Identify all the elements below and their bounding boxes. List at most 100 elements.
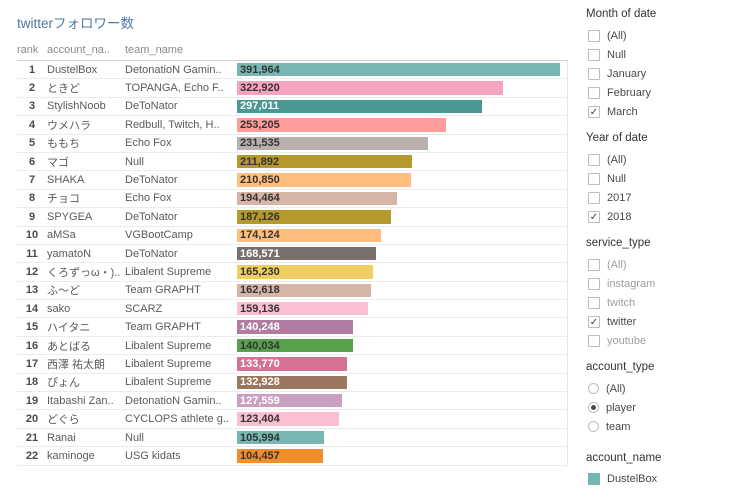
filter-option-twitch[interactable]: twitch [586, 293, 732, 312]
filter-option-all[interactable]: (All) [586, 379, 732, 398]
filter-option-player[interactable]: player [586, 398, 732, 417]
filter-option-2018[interactable]: ✓ 2018 [586, 207, 732, 226]
team-name-cell: DeToNator [125, 100, 178, 113]
table-row[interactable]: 13 ふ〜ど Team GRAPHT 162,618 [17, 281, 568, 301]
table-row[interactable]: 7 SHAKA DeToNator 210,850 [17, 171, 568, 190]
team-name-cell: Echo Fox [125, 137, 172, 150]
filter-option-youtube[interactable]: youtube [586, 331, 732, 350]
checkbox-icon[interactable] [588, 258, 600, 271]
table-row[interactable]: 16 あとばる Libalent Supreme 140,034 [17, 336, 568, 356]
legend-item-dustelbox[interactable]: DustelBox [586, 470, 732, 488]
bar[interactable] [237, 394, 343, 408]
table-row[interactable]: 11 yamatoN DeToNator 168,571 [17, 244, 568, 264]
filter-option-twitter[interactable]: ✓ twitter [586, 312, 732, 331]
checkbox-icon[interactable] [588, 29, 600, 42]
filter-option-instagram[interactable]: instagram [586, 274, 732, 293]
column-header-rank[interactable]: rank [17, 44, 39, 56]
bar[interactable] [237, 375, 347, 390]
table-row[interactable]: 4 ウメハラ Redbull, Twitch, H.. 253,205 [17, 116, 568, 135]
table-row[interactable]: 5 ももち Echo Fox 231,535 [17, 134, 568, 153]
table-row[interactable]: 3 StylishNoob DeToNator 297,011 [17, 97, 568, 117]
account-name-cell: kaminoge [47, 449, 95, 462]
checkbox-icon[interactable] [588, 86, 600, 99]
bar[interactable] [237, 228, 381, 242]
bar[interactable] [237, 430, 325, 445]
team-name-cell: Null [125, 431, 144, 444]
bar[interactable] [237, 63, 561, 77]
checkbox-icon[interactable] [588, 172, 600, 185]
radio-icon[interactable] [588, 383, 599, 394]
checkbox-icon[interactable] [588, 67, 600, 80]
bar-cell: 168,571 [237, 244, 568, 263]
table-row[interactable]: 8 チョコ Echo Fox 194,464 [17, 189, 568, 209]
filter-option-january[interactable]: January [586, 64, 732, 83]
bar-value-label: 187,126 [240, 210, 280, 223]
rank-cell: 1 [28, 63, 36, 76]
checkbox-icon[interactable] [588, 48, 600, 61]
bar-cell: 127,559 [237, 392, 568, 410]
filter-option-all[interactable]: (All) [586, 255, 732, 274]
table-row[interactable]: 20 どぐら CYCLOPS athlete g.. 123,404 [17, 410, 568, 429]
filter-month-of-date: Month of date (All) Null January February ✓ Ma… [586, 6, 732, 121]
checkbox-icon[interactable] [588, 191, 600, 204]
filter-option-all[interactable]: (All) [586, 26, 732, 45]
bar[interactable] [237, 412, 339, 426]
bar[interactable] [237, 283, 372, 298]
table-row[interactable]: 21 Ranai Null 105,994 [17, 428, 568, 448]
bar[interactable] [237, 210, 392, 224]
checkbox-icon[interactable]: ✓ [588, 210, 600, 223]
bar[interactable] [237, 320, 353, 334]
filter-option-march[interactable]: ✓ March [586, 102, 732, 121]
checkbox-icon[interactable] [588, 296, 600, 309]
bar[interactable] [237, 118, 446, 132]
account-name-cell: ぴょん [47, 377, 80, 390]
table-row[interactable]: 6 マゴ Null 211,892 [17, 152, 568, 172]
bar[interactable] [237, 338, 353, 353]
checkbox-icon[interactable]: ✓ [588, 315, 600, 328]
table-row[interactable]: 14 sako SCARZ 159,136 [17, 300, 568, 319]
table-row[interactable]: 22 kaminoge USG kidats 104,457 [17, 447, 568, 466]
filter-option-2017[interactable]: 2017 [586, 188, 732, 207]
bar[interactable] [237, 191, 398, 206]
table-row[interactable]: 10 aMSa VGBootCamp 174,124 [17, 226, 568, 245]
table-row[interactable]: 18 ぴょん Libalent Supreme 132,928 [17, 373, 568, 393]
filter-option-null[interactable]: Null [586, 169, 732, 188]
team-name-cell: Libalent Supreme [125, 265, 212, 278]
radio-icon[interactable] [588, 402, 599, 413]
bar[interactable] [237, 357, 348, 371]
filter-option-null[interactable]: Null [586, 45, 732, 64]
bar[interactable] [237, 302, 369, 316]
bar[interactable] [237, 265, 374, 279]
bar-cell: 123,404 [237, 410, 568, 428]
filter-option-all[interactable]: (All) [586, 150, 732, 169]
filter-option-team[interactable]: team [586, 417, 732, 436]
table-row[interactable]: 9 SPYGEA DeToNator 187,126 [17, 208, 568, 227]
checkbox-icon[interactable] [588, 277, 600, 290]
table-row[interactable]: 2 ときど TOPANGA, Echo F.. 322,920 [17, 79, 568, 98]
table-row[interactable]: 17 西澤 祐太朗 Libalent Supreme 133,770 [17, 355, 568, 374]
team-name-cell: Redbull, Twitch, H.. [125, 118, 220, 131]
bar[interactable] [237, 154, 412, 169]
table-row[interactable]: 1 DustelBox DetonatioN Gamin.. 391,964 [17, 61, 568, 80]
table-row[interactable]: 19 Itabashi Zan.. DetonatioN Gamin.. 127,55… [17, 392, 568, 411]
bar-value-label: 127,559 [240, 394, 280, 407]
filter-option-february[interactable]: February [586, 83, 732, 102]
bar[interactable] [237, 246, 377, 261]
checkbox-icon[interactable] [588, 334, 600, 347]
column-header-team-name[interactable]: team_name [125, 44, 184, 56]
table-row[interactable]: 12 くろずっω・).. Libalent Supreme 165,230 [17, 263, 568, 282]
team-name-cell: DeToNator [125, 247, 178, 260]
column-header-account-name[interactable]: account_na.. [47, 44, 110, 56]
team-name-cell: CYCLOPS athlete g.. [125, 413, 229, 426]
checkbox-icon[interactable]: ✓ [588, 105, 600, 118]
bar[interactable] [237, 173, 411, 187]
bar-value-label: 140,248 [240, 321, 280, 334]
bar[interactable] [237, 81, 504, 95]
bar-cell: 194,464 [237, 189, 568, 208]
table-row[interactable]: 15 ハイタニ Team GRAPHT 140,248 [17, 318, 568, 337]
bar[interactable] [237, 99, 483, 114]
checkbox-icon[interactable] [588, 153, 600, 166]
team-name-cell: DeToNator [125, 210, 178, 223]
bar[interactable] [237, 136, 429, 150]
radio-icon[interactable] [588, 421, 599, 432]
